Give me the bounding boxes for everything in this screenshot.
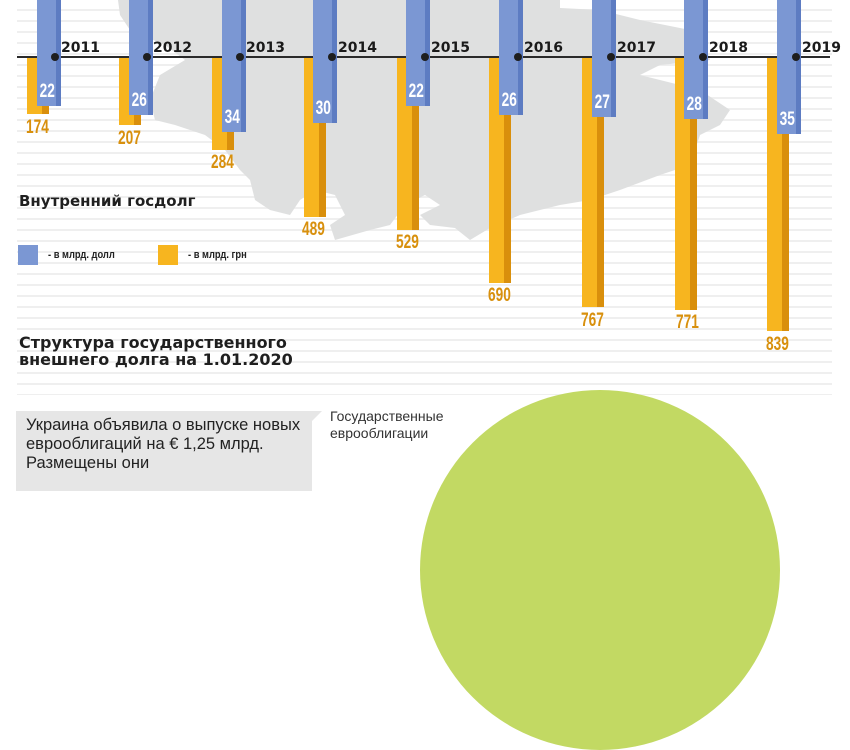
year-dot-2013 — [236, 53, 244, 61]
year-dot-2011 — [51, 53, 59, 61]
year-label-2014: 2014 — [338, 40, 377, 56]
pie-label-line1: Государственные — [330, 408, 444, 424]
info-note-corner — [296, 411, 322, 437]
year-dot-2016 — [514, 53, 522, 61]
pie-label-eurobonds: Государственные еврооблигации — [330, 408, 444, 442]
uah-value-2016: 690 — [488, 285, 511, 306]
usd-value-2019: 35 — [779, 109, 795, 130]
pie-slice-eurobonds — [420, 390, 780, 750]
year-dot-2014 — [328, 53, 336, 61]
usd-value-2014: 30 — [315, 98, 331, 119]
usd-value-2018: 28 — [686, 94, 702, 115]
year-dot-2017 — [607, 53, 615, 61]
info-note-text: Украина объявила о выпуске новых еврообл… — [26, 416, 301, 472]
uah-value-2014: 489 — [302, 219, 325, 240]
section-title-line2: внешнего долга на 1.01.2020 — [19, 350, 293, 369]
year-label-2016: 2016 — [524, 40, 563, 56]
bar-uah-2017 — [582, 58, 604, 307]
uah-value-2013: 284 — [211, 152, 234, 173]
uah-value-2017: 767 — [581, 310, 604, 331]
usd-value-2013: 34 — [224, 107, 240, 128]
uah-value-2018: 771 — [676, 312, 699, 333]
pie-label-line2: еврооблигации — [330, 425, 429, 441]
bar-usd-2013: 34 — [222, 0, 246, 132]
year-dot-2012 — [143, 53, 151, 61]
year-dot-2015 — [421, 53, 429, 61]
year-label-2013: 2013 — [246, 40, 285, 56]
section-title-line1: Структура государственного — [19, 333, 287, 352]
year-label-2019: 2019 — [802, 40, 841, 56]
year-label-2012: 2012 — [153, 40, 192, 56]
chart-title: Внутренний госдолг — [19, 192, 196, 210]
bar-usd-2019: 35 — [777, 0, 801, 134]
year-label-2015: 2015 — [431, 40, 470, 56]
uah-value-2015: 529 — [396, 232, 419, 253]
bar-usd-2014: 30 — [313, 0, 337, 123]
usd-value-2016: 26 — [501, 90, 517, 111]
usd-value-2012: 26 — [131, 90, 147, 111]
legend-label-uah: - в млрд. грн — [188, 249, 247, 261]
legend-swatch-usd — [18, 245, 38, 265]
year-label-2017: 2017 — [617, 40, 656, 56]
uah-value-2011: 174 — [26, 117, 49, 138]
usd-value-2011: 22 — [39, 81, 55, 102]
year-label-2018: 2018 — [709, 40, 748, 56]
year-label-2011: 2011 — [61, 40, 100, 56]
legend-swatch-uah — [158, 245, 178, 265]
usd-value-2015: 22 — [408, 81, 424, 102]
year-dot-2018 — [699, 53, 707, 61]
uah-value-2012: 207 — [118, 128, 141, 149]
bar-uah-2018 — [675, 58, 697, 310]
legend-label-usd: - в млрд. долл — [48, 249, 115, 261]
bar-usd-2017: 27 — [592, 0, 616, 117]
year-dot-2019 — [792, 53, 800, 61]
uah-value-2019: 839 — [766, 334, 789, 355]
usd-value-2017: 27 — [594, 92, 610, 113]
ukraine-map-silhouette — [118, 0, 730, 240]
